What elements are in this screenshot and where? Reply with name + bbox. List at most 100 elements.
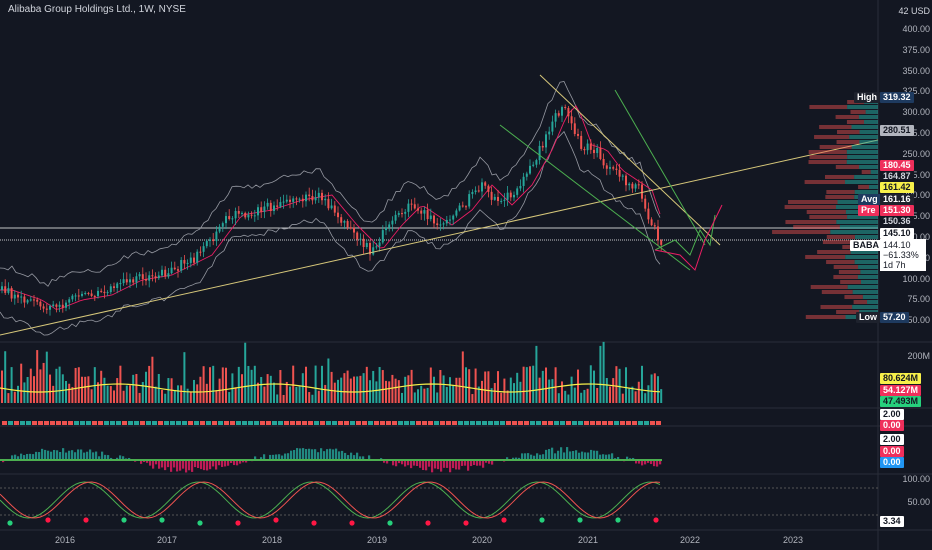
ind2-hist-bar: [359, 456, 362, 460]
candle-body: [535, 160, 538, 165]
ind2-hist-bar: [326, 449, 329, 460]
ind2-hist-bar: [485, 460, 488, 463]
volume-bar: [289, 386, 291, 403]
volume-bar: [186, 388, 189, 403]
moving-average: [0, 105, 661, 310]
volume-bar: [298, 386, 301, 403]
volume-bar: [529, 366, 531, 403]
ind2-hist-bar: [140, 460, 143, 464]
volume-profile-bar: [853, 300, 868, 304]
volume-bar: [250, 369, 253, 403]
volume-bar: [234, 387, 237, 403]
volume-bar: [477, 386, 480, 403]
ind2-hist-bar: [311, 449, 314, 460]
volume-bar: [660, 389, 663, 403]
ind2-hist-bar: [68, 450, 71, 460]
ind2-hist-bar: [17, 456, 20, 460]
ind2-value-b: 0.00: [880, 446, 904, 457]
candle-body: [1, 286, 3, 290]
price-tag-150: 150.36: [880, 216, 914, 227]
volume-bar: [381, 370, 384, 403]
volume-profile-bar: [838, 270, 861, 274]
ind1-stripe: [404, 421, 409, 425]
ind2-hist-bar: [368, 455, 371, 460]
candle-body: [4, 286, 7, 293]
ind2-hist-bar: [83, 452, 86, 460]
ind2-hist-bar: [86, 451, 89, 460]
candle-body: [442, 223, 445, 225]
ind2-hist-bar: [461, 460, 464, 466]
candle-body: [221, 223, 224, 227]
ind2-hist-bar: [233, 460, 236, 466]
volume-bar: [145, 371, 147, 403]
price-tag-280: 280.51: [880, 125, 914, 136]
volume-bar: [257, 382, 259, 403]
ind2-hist-bar: [542, 454, 545, 460]
volume-bar: [519, 381, 522, 403]
candle-body: [269, 202, 272, 211]
candle-body: [372, 247, 375, 255]
ind1-stripe: [158, 421, 163, 425]
volume-profile-bar: [846, 150, 878, 154]
candle-body: [122, 279, 125, 284]
volume-bar: [282, 394, 285, 403]
ind2-hist-bar: [611, 453, 614, 460]
candle-body: [343, 221, 346, 223]
stoch-signal-dot: [159, 517, 165, 523]
volume-bar: [657, 376, 659, 403]
stoch-signal-dot: [539, 517, 545, 523]
candle-body: [509, 192, 512, 198]
ind2-hist-bar: [407, 460, 410, 466]
volume-bar: [449, 377, 451, 403]
ind2-hist-bar: [38, 452, 41, 460]
volume-profile-bar: [835, 115, 859, 119]
ind1-stripe: [506, 421, 511, 425]
volume-profile-bar: [847, 105, 878, 109]
low-value-tag: 57.20: [880, 312, 909, 323]
ind1-stripe: [92, 421, 97, 425]
volume-profile-bar: [854, 175, 878, 179]
ind2-hist-bar: [317, 452, 320, 460]
volume-bar: [474, 368, 477, 403]
volume-profile-bar: [847, 155, 878, 159]
ind2-hist-bar: [89, 449, 92, 460]
candle-body: [253, 215, 256, 217]
candle-body: [554, 113, 557, 122]
currency-label[interactable]: 42 USD: [898, 6, 930, 16]
ind1-stripe: [374, 421, 379, 425]
volume-bar: [605, 377, 608, 403]
candle-body: [609, 167, 611, 169]
volume-bar: [573, 387, 576, 403]
volume-profile-bar: [844, 180, 878, 184]
candle-body: [266, 202, 269, 207]
ind1-stripe: [338, 421, 343, 425]
ind2-hist-bar: [263, 454, 266, 460]
candle-body: [321, 192, 323, 201]
volume-profile-bar: [867, 300, 878, 304]
volume-bar: [599, 345, 602, 403]
volume-bar: [10, 367, 13, 403]
volume-bar: [532, 365, 535, 403]
ind2-hist-bar: [302, 448, 305, 460]
ind1-stripe: [278, 421, 283, 425]
volume-bar: [545, 367, 547, 403]
volume-bar: [109, 386, 112, 403]
ind2-hist-bar: [227, 460, 230, 466]
price-axis-label: 400.00: [902, 24, 930, 34]
ind1-stripe: [566, 421, 571, 425]
ind2-hist-bar: [260, 457, 263, 460]
candle-body: [529, 165, 531, 174]
ind1-stripe: [428, 421, 433, 425]
channel-line: [499, 124, 691, 271]
candle-body: [532, 164, 535, 166]
volume-bar: [548, 379, 551, 403]
ind2-hist-bar: [173, 460, 176, 468]
ind2-hist-bar: [638, 460, 641, 464]
volume-bar: [561, 381, 563, 403]
volume-bar: [433, 376, 435, 403]
ind2-hist-bar: [473, 460, 476, 466]
ind1-stripe: [194, 421, 199, 425]
volume-bar: [244, 342, 247, 403]
candle-body: [513, 194, 515, 198]
